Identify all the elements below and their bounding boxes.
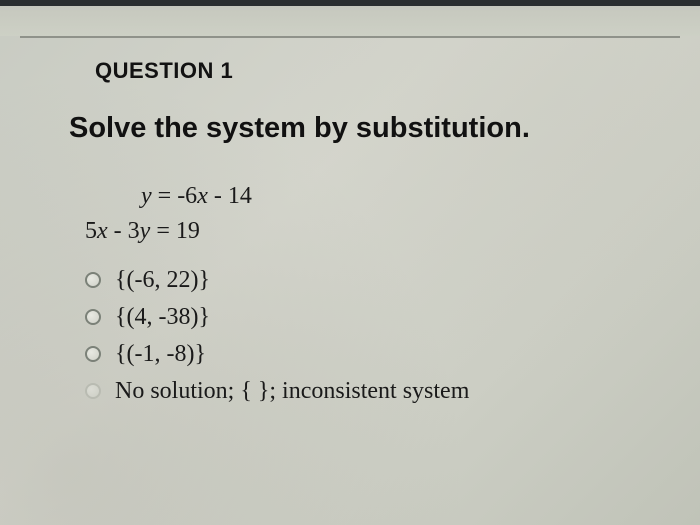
option-label: No solution; { }; inconsistent system — [115, 378, 469, 405]
option-b[interactable]: {(4, -38)} — [85, 304, 660, 331]
page-top-edge — [0, 0, 700, 36]
question-block: QUESTION 1 Solve the system by substitut… — [95, 58, 660, 415]
radio-icon[interactable] — [85, 346, 101, 362]
option-a[interactable]: {(-6, 22)} — [85, 267, 660, 294]
question-prompt: Solve the system by substitution. — [69, 112, 660, 145]
divider-line — [20, 36, 680, 38]
radio-icon[interactable] — [85, 272, 101, 288]
option-c[interactable]: {(-1, -8)} — [85, 341, 660, 368]
equation-1: y = -6x - 14 — [141, 179, 660, 214]
equation-system: y = -6x - 14 5x - 3y = 19 — [85, 179, 660, 249]
equation-2: 5x - 3y = 19 — [85, 214, 660, 249]
answer-options: {(-6, 22)} {(4, -38)} {(-1, -8)} No solu… — [85, 267, 660, 405]
option-d[interactable]: No solution; { }; inconsistent system — [85, 378, 660, 405]
option-label: {(-1, -8)} — [115, 341, 206, 368]
radio-icon[interactable] — [85, 309, 101, 325]
radio-icon[interactable] — [85, 383, 101, 399]
question-header: QUESTION 1 — [95, 58, 660, 84]
option-label: {(4, -38)} — [115, 304, 210, 331]
option-label: {(-6, 22)} — [115, 267, 210, 294]
